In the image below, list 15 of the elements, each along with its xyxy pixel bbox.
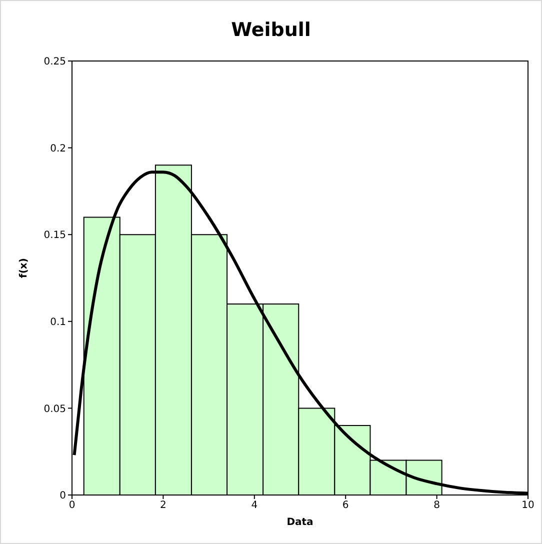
x-axis-title: Data: [286, 517, 314, 528]
y-tick-label: 0: [60, 490, 66, 502]
chart-title: Weibull: [230, 19, 312, 41]
x-tick-label: 0: [68, 500, 76, 512]
y-tick-label: 0.25: [44, 56, 66, 68]
x-tick-label: 4: [251, 500, 258, 512]
y-axis-title: f(x): [18, 258, 30, 278]
x-tick-label: 2: [160, 500, 166, 512]
y-tick-label: 0.1: [50, 316, 66, 328]
x-tick-label: 8: [434, 500, 440, 512]
y-tick-label: 0.15: [44, 230, 66, 242]
x-tick-label: 6: [342, 500, 349, 512]
y-tick-label: 0.2: [50, 143, 66, 154]
y-tick-label: 0.05: [44, 404, 66, 415]
x-tick-label: 10: [522, 500, 534, 512]
